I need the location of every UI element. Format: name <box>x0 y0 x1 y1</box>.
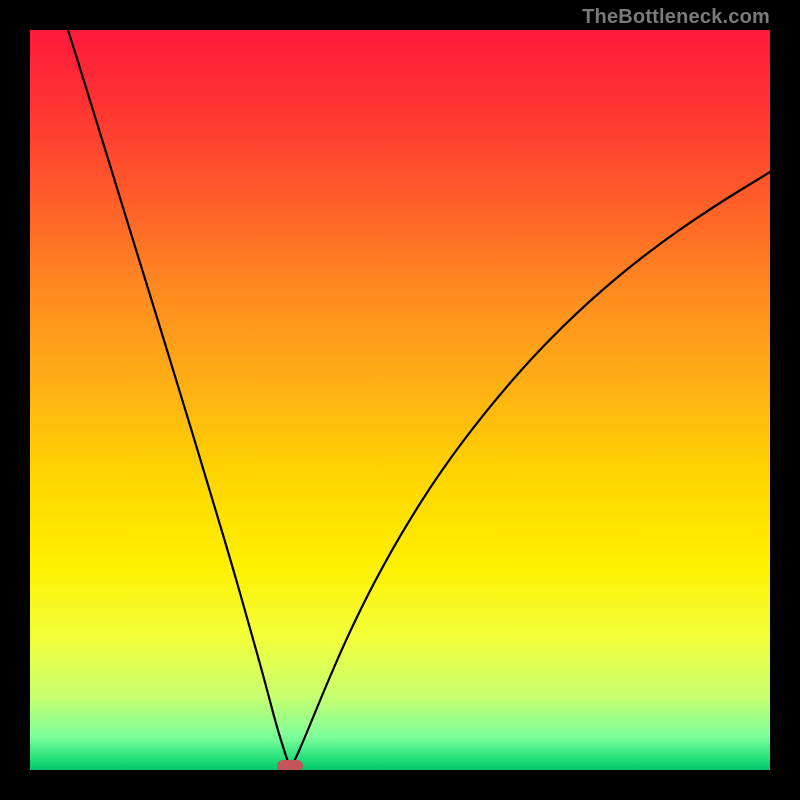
chart-frame: TheBottleneck.com <box>0 0 800 800</box>
watermark-text: TheBottleneck.com <box>582 6 770 29</box>
minimum-marker <box>277 760 303 770</box>
bottleneck-curve <box>30 30 770 770</box>
curve-left-branch <box>68 30 290 767</box>
curve-right-branch <box>290 172 770 767</box>
plot-area <box>30 30 770 770</box>
